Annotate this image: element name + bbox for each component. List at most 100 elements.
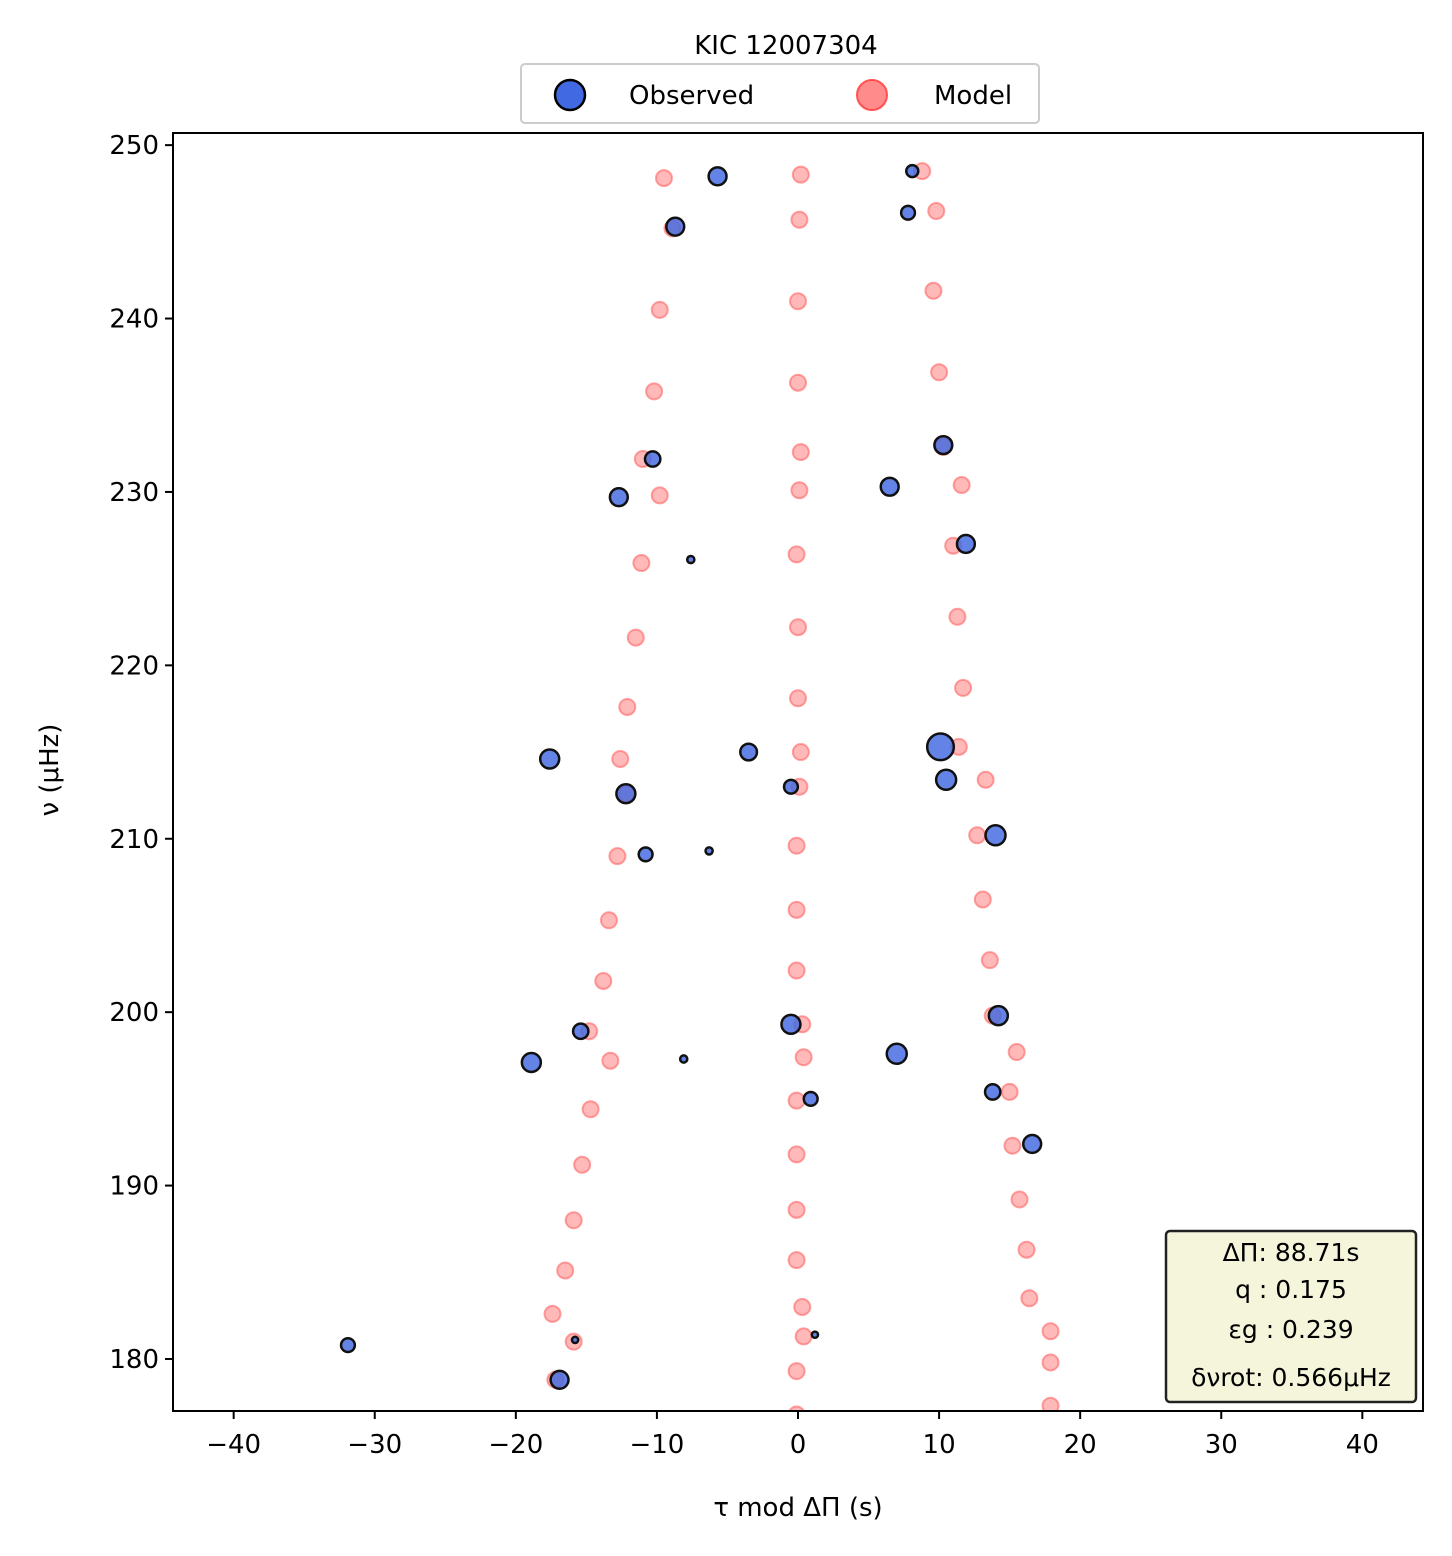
model-point — [633, 555, 649, 571]
fit-annotation: ΔΠ: 88.71s q : 0.175 εg : 0.239 δνrot: 0… — [1166, 1231, 1416, 1402]
model-point — [789, 838, 805, 854]
observed-point — [666, 218, 684, 236]
model-point — [602, 1053, 618, 1069]
model-point — [1002, 1084, 1018, 1100]
model-point — [794, 1299, 810, 1315]
model-point — [789, 1252, 805, 1268]
x-tick-label: −30 — [347, 1430, 402, 1460]
x-tick-label: 40 — [1346, 1430, 1379, 1460]
model-point — [652, 487, 668, 503]
y-tick-label: 180 — [109, 1345, 159, 1375]
observed-point — [645, 451, 660, 466]
observed-point — [687, 556, 694, 563]
observed-point — [522, 1053, 541, 1072]
model-point — [975, 891, 991, 907]
observed-point — [781, 1015, 800, 1034]
x-tick-label: −20 — [488, 1430, 543, 1460]
model-point — [1009, 1044, 1025, 1060]
observed-point — [680, 1055, 687, 1062]
observed-point — [957, 535, 975, 553]
observed-point — [740, 744, 757, 761]
x-tick-label: 30 — [1205, 1430, 1238, 1460]
model-point — [793, 167, 809, 183]
legend-observed-marker — [555, 80, 585, 110]
observed-point — [709, 167, 727, 185]
model-point — [793, 744, 809, 760]
model-point — [969, 827, 985, 843]
x-axis-label: τ mod ΔΠ (s) — [713, 1493, 882, 1523]
observed-point — [887, 1044, 907, 1064]
observed-point — [906, 165, 918, 177]
legend-observed-label: Observed — [629, 81, 754, 111]
observed-point — [551, 1371, 569, 1389]
model-point — [789, 1146, 805, 1162]
model-point — [790, 619, 806, 635]
observed-point — [572, 1337, 578, 1343]
model-point — [1019, 1242, 1035, 1258]
x-tick-label: 20 — [1064, 1430, 1097, 1460]
x-tick-label: 0 — [790, 1430, 807, 1460]
model-point — [628, 630, 644, 646]
model-point — [646, 383, 662, 399]
x-tick-label: 10 — [923, 1430, 956, 1460]
model-point — [789, 1093, 805, 1109]
model-point — [791, 212, 807, 228]
model-point — [793, 444, 809, 460]
model-point — [925, 283, 941, 299]
model-point — [656, 170, 672, 186]
model-point — [790, 293, 806, 309]
model-point — [789, 902, 805, 918]
observed-point — [812, 1332, 818, 1338]
model-point — [574, 1157, 590, 1173]
observed-point — [934, 436, 952, 454]
y-tick-label: 210 — [109, 825, 159, 855]
observed-point — [610, 488, 628, 506]
model-point — [619, 699, 635, 715]
model-point — [978, 772, 994, 788]
model-point — [789, 1202, 805, 1218]
model-point — [1021, 1290, 1037, 1306]
model-point — [796, 1049, 812, 1065]
model-point — [789, 546, 805, 562]
observed-point — [784, 780, 798, 794]
model-point — [595, 973, 611, 989]
model-point — [1043, 1354, 1059, 1370]
annotation-rotation: δνrot: 0.566μHz — [1191, 1363, 1391, 1392]
observed-point — [985, 1084, 1000, 1099]
model-point — [955, 680, 971, 696]
observed-point — [616, 784, 635, 803]
observed-point — [804, 1092, 818, 1106]
model-point — [949, 609, 965, 625]
observed-point — [341, 1338, 355, 1352]
observed-point — [881, 478, 899, 496]
model-point — [566, 1212, 582, 1228]
legend-model-marker — [857, 80, 887, 110]
x-tick-label: −40 — [206, 1430, 261, 1460]
model-point — [1004, 1138, 1020, 1154]
model-point — [790, 375, 806, 391]
observed-point — [927, 734, 954, 761]
y-tick-label: 250 — [109, 131, 159, 161]
model-point — [796, 1328, 812, 1344]
observed-point — [936, 770, 956, 790]
y-tick-label: 240 — [109, 305, 159, 335]
legend: Observed Model — [521, 64, 1039, 123]
y-tick-label: 190 — [109, 1172, 159, 1202]
model-point — [601, 912, 617, 928]
model-point — [609, 848, 625, 864]
observed-point — [573, 1024, 588, 1039]
annotation-period-spacing: ΔΠ: 88.71s — [1223, 1238, 1360, 1267]
annotation-epsilon: εg : 0.239 — [1228, 1315, 1353, 1344]
x-tick-label: −10 — [629, 1430, 684, 1460]
y-tick-label: 220 — [109, 651, 159, 681]
y-tick-label: 230 — [109, 478, 159, 508]
model-point — [1043, 1323, 1059, 1339]
model-point — [612, 751, 628, 767]
chart-title: KIC 12007304 — [694, 31, 877, 61]
model-point — [928, 203, 944, 219]
model-point — [791, 482, 807, 498]
model-point — [583, 1101, 599, 1117]
observed-point — [986, 825, 1006, 845]
model-point — [931, 364, 947, 380]
